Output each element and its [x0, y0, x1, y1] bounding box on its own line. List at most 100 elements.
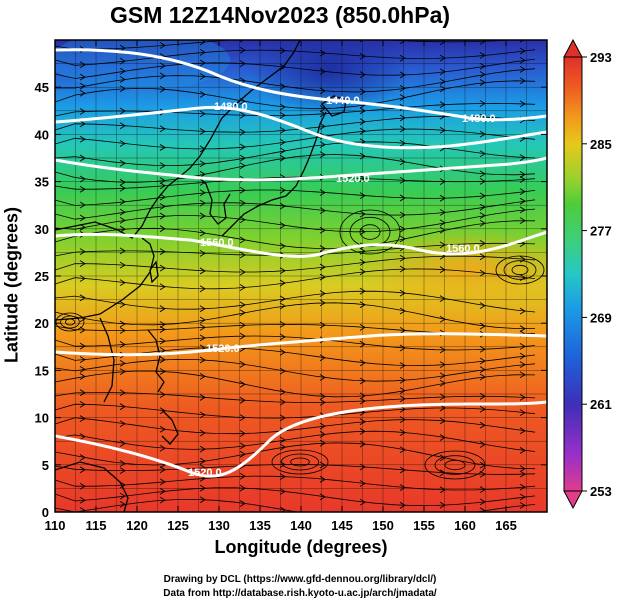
eddy-streamline	[271, 449, 329, 475]
wind-arrow	[239, 301, 246, 309]
wind-arrow	[359, 118, 366, 126]
wind-arrow	[159, 326, 166, 333]
coastline-korea	[197, 175, 231, 225]
eddy-streamline	[280, 453, 320, 471]
y-tick-label: 15	[35, 363, 49, 378]
wind-arrow	[279, 267, 286, 275]
wind-arrow	[279, 63, 286, 71]
wind-arrow	[439, 361, 446, 369]
wind-arrow	[79, 73, 86, 81]
wind-arrow	[119, 198, 126, 206]
wind-arrow	[119, 320, 126, 328]
eddy-streamline	[359, 224, 381, 240]
wind-arrow	[199, 250, 206, 257]
wind-arrow	[279, 279, 286, 287]
wind-arrow	[279, 333, 286, 341]
wind-arrow	[79, 389, 86, 397]
wind-arrow	[199, 445, 206, 453]
wind-arrow	[399, 84, 406, 92]
wind-arrow	[199, 334, 206, 342]
wind-arrow	[439, 379, 446, 387]
streamline	[55, 141, 536, 167]
coastline-taiwan	[149, 260, 159, 284]
wind-arrow	[159, 356, 166, 364]
wind-arrow	[519, 206, 526, 214]
wind-arrow	[119, 440, 126, 447]
wind-arrow	[279, 443, 286, 451]
contour-label: 1480.0	[462, 113, 496, 125]
wind-arrow	[519, 493, 526, 501]
wind-arrow	[279, 138, 286, 146]
wind-arrow	[399, 395, 406, 403]
wind-arrow	[479, 405, 486, 413]
wind-arrow	[119, 389, 126, 397]
wind-arrow	[519, 501, 526, 509]
wind-arrow	[479, 366, 486, 373]
wind-arrow	[199, 464, 206, 472]
wind-arrow	[239, 251, 246, 259]
wind-arrow	[519, 409, 526, 417]
wind-arrow	[439, 68, 446, 76]
wind-arrow	[479, 240, 486, 247]
streamline	[55, 463, 536, 475]
wind-arrow	[359, 287, 366, 295]
wind-arrow	[439, 266, 446, 274]
wind-arrow	[79, 120, 86, 128]
wind-arrow	[159, 425, 166, 433]
wind-arrow	[79, 342, 86, 350]
wind-arrow	[239, 332, 246, 340]
wind-arrow	[119, 467, 126, 475]
y-tick-label: 10	[35, 411, 49, 426]
wind-arrow	[399, 40, 406, 45]
wind-arrow	[479, 269, 486, 277]
wind-arrow	[199, 229, 206, 237]
wind-arrow	[399, 54, 406, 62]
wind-arrow	[479, 40, 486, 45]
wind-arrow	[159, 478, 166, 486]
wind-arrow	[159, 125, 166, 133]
wind-arrow	[79, 185, 86, 193]
wind-arrow	[479, 498, 486, 506]
wind-arrow	[479, 130, 486, 138]
colorbar-top-arrow	[563, 38, 583, 58]
wind-arrow	[79, 326, 86, 334]
wind-arrow	[199, 323, 206, 331]
streamline	[55, 208, 536, 233]
wind-arrow	[439, 226, 446, 234]
wind-arrow	[399, 71, 406, 79]
wind-arrow	[199, 429, 206, 437]
wind-arrow	[279, 147, 286, 155]
wind-arrow	[439, 85, 446, 93]
wind-arrow	[239, 111, 246, 119]
wind-arrow	[479, 192, 486, 200]
wind-arrow	[399, 376, 406, 384]
wind-arrow	[239, 216, 246, 224]
wind-arrow	[519, 470, 526, 478]
wind-arrow	[399, 362, 406, 369]
wind-arrow	[360, 518, 365, 524]
wind-arrow	[439, 78, 446, 86]
wind-arrow	[399, 225, 406, 233]
wind-arrow	[399, 254, 406, 262]
wind-arrow	[359, 127, 366, 135]
wind-arrow	[279, 126, 286, 134]
wind-arrow	[399, 265, 406, 273]
wind-arrow	[239, 284, 246, 291]
wind-arrow	[159, 496, 166, 504]
wind-arrow	[399, 158, 406, 166]
x-tick-label: 165	[495, 518, 517, 533]
streamline	[55, 154, 536, 183]
wind-arrow	[439, 54, 446, 62]
wind-arrow	[519, 56, 526, 64]
coastline-borneo	[55, 461, 129, 512]
coastline-asia	[55, 40, 301, 239]
wind-arrow	[479, 507, 486, 512]
wind-arrow	[359, 71, 366, 79]
wind-arrow	[439, 101, 446, 109]
wind-arrow	[119, 225, 126, 233]
colorbar-tick-label: 277	[590, 224, 612, 239]
colorbar-tick-label: 253	[590, 484, 612, 499]
wind-arrow	[279, 222, 286, 229]
wind-arrow	[359, 377, 366, 385]
contour-label: 1520.0	[336, 173, 370, 185]
